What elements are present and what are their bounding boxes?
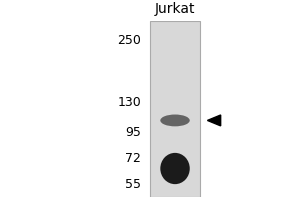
Text: 95: 95: [125, 126, 141, 139]
Ellipse shape: [160, 115, 190, 126]
Ellipse shape: [160, 153, 190, 184]
Text: 55: 55: [125, 178, 141, 191]
Bar: [150, 21, 200, 197]
Text: 250: 250: [117, 34, 141, 47]
Text: 72: 72: [125, 152, 141, 165]
Polygon shape: [207, 115, 221, 126]
Text: 130: 130: [117, 96, 141, 109]
Text: Jurkat: Jurkat: [155, 2, 195, 16]
